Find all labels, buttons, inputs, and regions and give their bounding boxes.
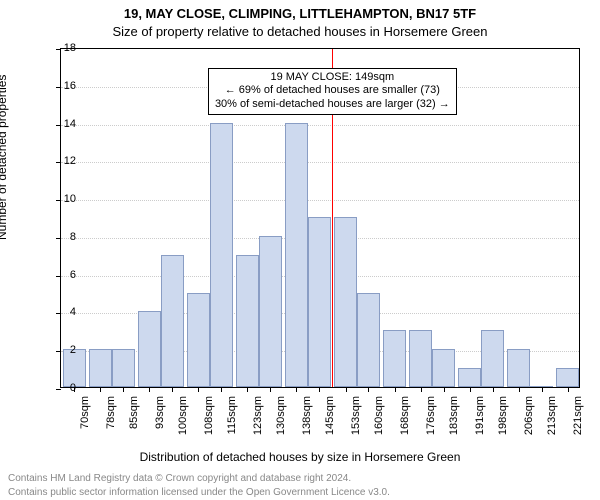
xtick-mark [198,387,199,392]
histogram-bar [138,311,161,387]
xtick-mark [149,387,150,392]
xtick-mark [444,387,445,392]
histogram-bar [187,293,210,387]
annotation-line-3: 30% of semi-detached houses are larger (… [215,98,450,112]
y-axis-label: Number of detached properties [0,75,9,240]
xtick-label: 100sqm [177,396,189,446]
xtick-mark [542,387,543,392]
ytick-label: 12 [46,155,76,167]
xtick-mark [395,387,396,392]
ytick-label: 2 [46,344,76,356]
xtick-mark [421,387,422,392]
gridline [61,162,579,163]
xtick-label: 123sqm [252,396,264,446]
annotation-line-1: 19 MAY CLOSE: 149sqm [215,71,450,85]
histogram-bar [357,293,380,387]
xtick-mark [519,387,520,392]
xtick-label: 153sqm [350,396,362,446]
xtick-label: 221sqm [572,396,584,446]
xtick-label: 206sqm [523,396,535,446]
xtick-label: 168sqm [399,396,411,446]
xtick-label: 176sqm [425,396,437,446]
xtick-mark [470,387,471,392]
xtick-mark [123,387,124,392]
xtick-mark [221,387,222,392]
ytick-label: 10 [46,193,76,205]
ytick-label: 4 [46,306,76,318]
plot-area: 19 MAY CLOSE: 149sqm← 69% of detached ho… [60,48,580,388]
gridline [61,125,579,126]
histogram-bar [210,123,233,387]
histogram-bar [89,349,112,387]
xtick-label: 160sqm [373,396,385,446]
xtick-mark [346,387,347,392]
annotation-line-2: ← 69% of detached houses are smaller (73… [215,84,450,98]
histogram-bar [259,236,282,387]
xtick-label: 138sqm [301,396,313,446]
histogram-bar [112,349,135,387]
xtick-label: 70sqm [79,396,91,446]
xtick-mark [368,387,369,392]
xtick-label: 183sqm [448,396,460,446]
histogram-bar [161,255,184,387]
xtick-mark [247,387,248,392]
xtick-label: 130sqm [275,396,287,446]
histogram-bar [458,368,481,387]
chart-title-line1: 19, MAY CLOSE, CLIMPING, LITTLEHAMPTON, … [0,6,600,21]
histogram-bar [308,217,331,387]
xtick-label: 145sqm [324,396,336,446]
xtick-mark [100,387,101,392]
xtick-label: 93sqm [154,396,166,446]
xtick-label: 213sqm [546,396,558,446]
ytick-label: 16 [46,80,76,92]
xtick-label: 191sqm [474,396,486,446]
xtick-label: 198sqm [497,396,509,446]
xtick-mark [319,387,320,392]
ytick-label: 8 [46,231,76,243]
xtick-label: 85sqm [128,396,140,446]
property-size-histogram: 19, MAY CLOSE, CLIMPING, LITTLEHAMPTON, … [0,0,600,500]
xtick-mark [270,387,271,392]
histogram-bar [432,349,455,387]
xtick-mark [296,387,297,392]
histogram-bar [507,349,530,387]
ytick-label: 0 [46,382,76,394]
gridline [61,200,579,201]
annotation-box: 19 MAY CLOSE: 149sqm← 69% of detached ho… [208,68,457,115]
histogram-bar [481,330,504,387]
histogram-bar [556,368,579,387]
xtick-mark [172,387,173,392]
x-axis-label: Distribution of detached houses by size … [0,450,600,464]
xtick-mark [568,387,569,392]
ytick-label: 6 [46,269,76,281]
xtick-label: 115sqm [226,396,238,446]
footer-line-1: Contains HM Land Registry data © Crown c… [8,473,351,484]
xtick-mark [493,387,494,392]
ytick-label: 18 [46,42,76,54]
histogram-bar [383,330,406,387]
chart-title-line2: Size of property relative to detached ho… [0,24,600,39]
xtick-label: 108sqm [203,396,215,446]
ytick-label: 14 [46,118,76,130]
histogram-bar [409,330,432,387]
histogram-bar [334,217,357,387]
histogram-bar [285,123,308,387]
xtick-label: 78sqm [105,396,117,446]
footer-line-2: Contains public sector information licen… [8,487,390,498]
histogram-bar [236,255,259,387]
